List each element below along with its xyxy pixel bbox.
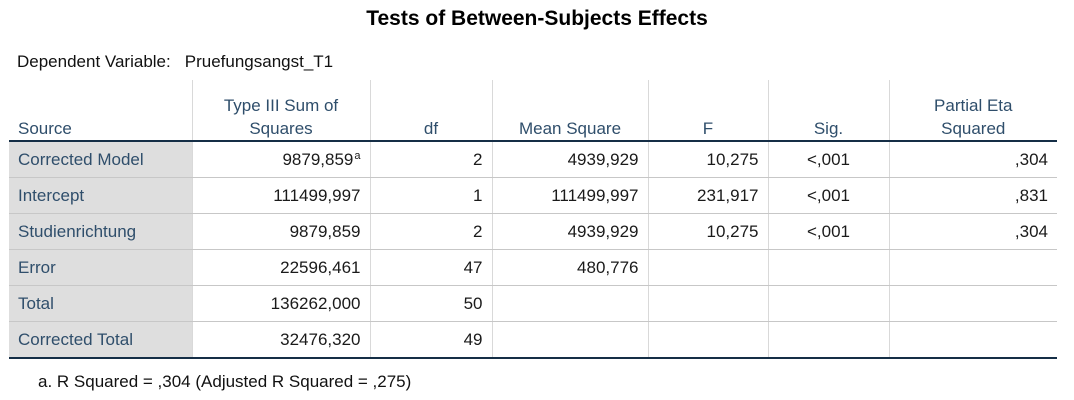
row-sum-of-squares: 111499,997 [191, 177, 370, 214]
row-df: 50 [369, 285, 492, 322]
row-sum-of-squares: 22596,461 [191, 249, 370, 286]
row-f [647, 249, 768, 286]
row-partial-eta: ,831 [888, 177, 1057, 214]
row-f: 10,275 [647, 213, 768, 250]
header-row: Source Type III Sum of Squares df Mean Sq… [9, 80, 1057, 141]
row-sig [767, 285, 889, 322]
row-sig: <,001 [767, 140, 889, 178]
row-df: 49 [369, 321, 492, 359]
row-mean-square [491, 285, 648, 322]
row-partial-eta: ,304 [888, 140, 1057, 178]
row-source: Corrected Model [9, 140, 192, 178]
table-row: Intercept 111499,997 1 111499,997 231,91… [9, 177, 1057, 214]
row-source: Total [9, 285, 192, 322]
between-subjects-effects-table: Source Type III Sum of Squares df Mean Sq… [9, 80, 1057, 359]
row-f: 10,275 [647, 140, 768, 178]
row-sum-of-squares: 9879,859 [191, 213, 370, 250]
row-partial-eta [888, 249, 1057, 286]
table-row: Total 136262,000 50 [9, 285, 1057, 322]
header-partial-eta-squared: Partial Eta Squared [888, 80, 1057, 141]
row-mean-square [491, 321, 648, 359]
ss-value: 9879,859 [282, 149, 354, 169]
row-df: 1 [369, 177, 492, 214]
row-source: Intercept [9, 177, 192, 214]
row-mean-square: 4939,929 [491, 140, 648, 178]
footnote-marker: a [354, 149, 361, 162]
row-partial-eta [888, 285, 1057, 322]
row-f: 231,917 [647, 177, 768, 214]
row-mean-square: 111499,997 [491, 177, 648, 214]
header-eta-line2: Squared [941, 119, 1006, 138]
row-sig [767, 321, 889, 359]
dependent-variable-line: Dependent Variable: Pruefungsangst_T1 [17, 52, 333, 72]
dependent-variable-value: Pruefungsangst_T1 [184, 52, 334, 71]
row-source: Error [9, 249, 192, 286]
dependent-variable-label: Dependent Variable: [17, 52, 171, 71]
header-source: Source [18, 119, 72, 138]
header-df: df [369, 80, 492, 141]
row-sig: <,001 [767, 213, 889, 250]
row-sum-of-squares: 9879,859a [191, 140, 370, 178]
header-f: F [647, 80, 768, 141]
header-ss-line2: Squares [249, 119, 313, 138]
row-mean-square: 480,776 [491, 249, 648, 286]
row-source: Corrected Total [9, 321, 192, 359]
header-sum-of-squares: Type III Sum of Squares [191, 80, 370, 141]
row-sig: <,001 [767, 177, 889, 214]
header-ss-line1: Type III Sum of [223, 96, 339, 115]
table-row: Corrected Model 9879,859a 2 4939,929 10,… [9, 140, 1057, 178]
row-source: Studienrichtung [9, 213, 192, 250]
header-eta-line1: Partial Eta [934, 96, 1013, 115]
table-row: Error 22596,461 47 480,776 [9, 249, 1057, 286]
table-title: Tests of Between-Subjects Effects [366, 7, 708, 30]
row-sum-of-squares: 32476,320 [191, 321, 370, 359]
row-f [647, 321, 768, 359]
header-mean-square: Mean Square [491, 80, 648, 141]
row-f [647, 285, 768, 322]
row-partial-eta [888, 321, 1057, 359]
row-mean-square: 4939,929 [491, 213, 648, 250]
table-row: Studienrichtung 9879,859 2 4939,929 10,2… [9, 213, 1057, 250]
row-df: 47 [369, 249, 492, 286]
row-df: 2 [369, 140, 492, 178]
table-footnote: a. R Squared = ,304 (Adjusted R Squared … [38, 372, 412, 391]
header-sig: Sig. [767, 80, 889, 141]
table-row: Corrected Total 32476,320 49 [9, 321, 1057, 359]
row-partial-eta: ,304 [888, 213, 1057, 250]
row-sig [767, 249, 889, 286]
row-sum-of-squares: 136262,000 [191, 285, 370, 322]
row-df: 2 [369, 213, 492, 250]
